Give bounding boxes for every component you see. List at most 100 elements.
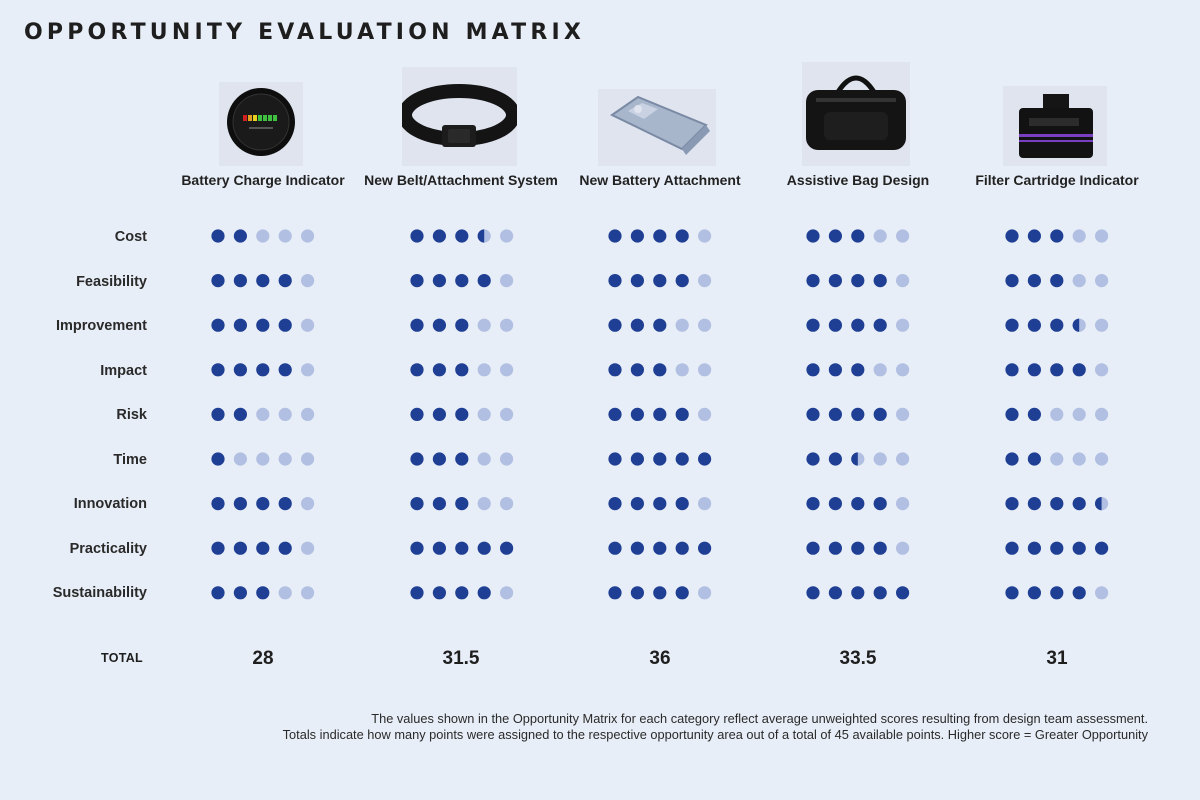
score-dot-battery-charge-indicator-cost-4-empty <box>278 229 292 243</box>
page-title: OPPORTUNITY EVALUATION MATRIX <box>24 20 586 45</box>
score-dot-assistive-bag-design-sustainability-1-filled <box>806 586 820 600</box>
score-dot-assistive-bag-design-time-1-filled <box>806 452 820 466</box>
score-dot-assistive-bag-design-impact-2-filled <box>828 363 843 377</box>
score-dot-filter-cartridge-indicator-risk-3-empty <box>1050 407 1064 421</box>
score-dot-assistive-bag-design-time-5-empty <box>896 452 910 466</box>
battery-gauge-icon <box>219 82 303 166</box>
score-dot-battery-charge-indicator-risk-4-empty <box>278 407 292 421</box>
score-dot-new-battery-attachment-feasibility-2-filled <box>630 274 645 288</box>
score-dot-assistive-bag-design-feasibility-1-filled <box>806 274 820 288</box>
score-dot-battery-charge-indicator-improvement-2-filled <box>233 318 247 332</box>
score-dot-new-belt-attachment-system-feasibility-2-filled <box>432 274 446 288</box>
score-dot-new-belt-attachment-system-practicality-3-filled <box>455 541 469 555</box>
score-dot-filter-cartridge-indicator-improvement-4-half-fill <box>1072 318 1080 332</box>
score-dot-filter-cartridge-indicator-innovation-5-half-fill <box>1095 497 1102 511</box>
score-dot-battery-charge-indicator-impact-4-filled <box>278 363 292 377</box>
score-dot-new-belt-attachment-system-improvement-1-filled <box>410 318 424 332</box>
score-dot-assistive-bag-design-risk-3-filled <box>851 407 865 421</box>
score-dot-filter-cartridge-indicator-feasibility-5-empty <box>1095 274 1109 288</box>
score-dot-battery-charge-indicator-sustainability-1-filled <box>211 586 225 600</box>
duffel-bag-icon <box>802 62 910 166</box>
score-dot-new-battery-attachment-innovation-4-filled <box>675 497 689 511</box>
score-dot-new-battery-attachment-sustainability-3-filled <box>653 586 667 600</box>
score-dot-new-belt-attachment-system-sustainability-4-filled <box>477 586 491 600</box>
score-dot-assistive-bag-design-innovation-2-filled <box>828 497 843 511</box>
score-dot-new-battery-attachment-cost-4-filled <box>675 229 689 243</box>
score-dot-battery-charge-indicator-time-4-empty <box>278 452 292 466</box>
score-dot-battery-charge-indicator-sustainability-4-empty <box>278 586 292 600</box>
column-label-new-belt-attachment-system: New Belt/Attachment System <box>364 172 558 188</box>
score-dot-assistive-bag-design-improvement-4-filled <box>873 318 887 332</box>
score-dot-battery-charge-indicator-sustainability-5-empty <box>301 586 315 600</box>
score-dot-battery-charge-indicator-practicality-2-filled <box>233 541 247 555</box>
score-dot-battery-charge-indicator-risk-2-filled <box>233 407 247 421</box>
score-dot-new-battery-attachment-time-5-filled <box>698 452 712 466</box>
total-value-new-battery-attachment: 36 <box>649 648 671 669</box>
score-dot-filter-cartridge-indicator-cost-5-empty <box>1095 229 1109 243</box>
score-dot-assistive-bag-design-practicality-2-filled <box>828 541 843 555</box>
score-dot-assistive-bag-design-cost-5-empty <box>896 229 910 243</box>
score-column-new-battery-attachment <box>608 229 712 600</box>
score-dot-battery-charge-indicator-cost-5-empty <box>301 229 315 243</box>
total-label: TOTAL <box>100 651 143 665</box>
row-label-feasibility: Feasibility <box>76 274 147 290</box>
score-dot-assistive-bag-design-cost-4-empty <box>873 229 887 243</box>
score-dot-filter-cartridge-indicator-time-4-empty <box>1072 452 1086 466</box>
score-dot-filter-cartridge-indicator-time-3-empty <box>1050 452 1064 466</box>
score-dot-battery-charge-indicator-improvement-5-empty <box>301 318 315 332</box>
score-dot-assistive-bag-design-feasibility-2-filled <box>828 274 843 288</box>
score-dot-battery-charge-indicator-time-1-filled <box>211 452 225 466</box>
score-dot-filter-cartridge-indicator-risk-1-filled <box>1005 407 1019 421</box>
score-dot-filter-cartridge-indicator-sustainability-3-filled <box>1050 586 1064 600</box>
score-dot-battery-charge-indicator-practicality-1-filled <box>211 541 225 555</box>
score-dot-new-belt-attachment-system-improvement-4-empty <box>477 318 491 332</box>
score-dot-new-battery-attachment-innovation-3-filled <box>653 497 667 511</box>
score-dot-assistive-bag-design-practicality-1-filled <box>806 541 820 555</box>
score-dot-filter-cartridge-indicator-sustainability-2-filled <box>1027 586 1041 600</box>
score-dot-assistive-bag-design-cost-3-filled <box>851 229 865 243</box>
score-dot-new-battery-attachment-innovation-5-empty <box>698 497 712 511</box>
score-column-filter-cartridge-indicator <box>1005 229 1109 600</box>
score-dot-new-belt-attachment-system-impact-3-filled <box>455 363 469 377</box>
score-dot-assistive-bag-design-sustainability-4-filled <box>873 586 887 600</box>
score-dot-new-belt-attachment-system-practicality-1-filled <box>410 541 424 555</box>
score-dot-assistive-bag-design-practicality-4-filled <box>873 541 887 555</box>
score-dot-filter-cartridge-indicator-time-5-empty <box>1095 452 1109 466</box>
score-dot-filter-cartridge-indicator-feasibility-3-filled <box>1050 274 1064 288</box>
score-dot-filter-cartridge-indicator-improvement-4-half <box>1072 318 1086 332</box>
score-dot-filter-cartridge-indicator-sustainability-1-filled <box>1005 586 1019 600</box>
column-label-assistive-bag-design: Assistive Bag Design <box>786 172 930 188</box>
score-dot-new-belt-attachment-system-cost-1-filled <box>410 229 424 243</box>
score-dot-battery-charge-indicator-feasibility-1-filled <box>211 274 225 288</box>
score-dot-filter-cartridge-indicator-feasibility-4-empty <box>1072 274 1086 288</box>
score-dot-filter-cartridge-indicator-impact-1-filled <box>1005 363 1019 377</box>
score-dot-filter-cartridge-indicator-innovation-2-filled <box>1027 497 1041 511</box>
total-value-assistive-bag-design: 33.5 <box>839 648 877 669</box>
score-dot-filter-cartridge-indicator-practicality-1-filled <box>1005 541 1019 555</box>
score-dot-battery-charge-indicator-cost-3-empty <box>256 229 270 243</box>
score-dot-filter-cartridge-indicator-practicality-5-filled <box>1095 541 1109 555</box>
row-label-impact: Impact <box>100 363 147 379</box>
score-dot-battery-charge-indicator-sustainability-2-filled <box>233 586 247 600</box>
score-dot-new-battery-attachment-risk-4-filled <box>675 407 689 421</box>
score-dot-filter-cartridge-indicator-practicality-4-filled <box>1072 541 1086 555</box>
score-dot-filter-cartridge-indicator-innovation-1-filled <box>1005 497 1019 511</box>
score-dot-battery-charge-indicator-innovation-4-filled <box>278 497 292 511</box>
score-dot-new-battery-attachment-risk-5-empty <box>698 407 712 421</box>
score-dot-battery-charge-indicator-feasibility-4-filled <box>278 274 292 288</box>
score-dot-new-battery-attachment-practicality-4-filled <box>675 541 689 555</box>
score-dot-assistive-bag-design-innovation-1-filled <box>806 497 820 511</box>
row-label-sustainability: Sustainability <box>52 585 147 601</box>
score-dot-filter-cartridge-indicator-cost-4-empty <box>1072 229 1086 243</box>
score-dot-assistive-bag-design-time-3-half-fill <box>851 452 858 466</box>
score-dot-new-battery-attachment-practicality-1-filled <box>608 541 622 555</box>
total-value-battery-charge-indicator: 28 <box>252 648 274 669</box>
score-dot-new-battery-attachment-practicality-3-filled <box>653 541 667 555</box>
row-label-innovation: Innovation <box>73 496 147 512</box>
score-dot-new-belt-attachment-system-impact-4-empty <box>477 363 491 377</box>
score-dot-new-belt-attachment-system-time-1-filled <box>410 452 424 466</box>
score-dot-new-belt-attachment-system-practicality-4-filled <box>477 541 491 555</box>
score-dot-new-battery-attachment-risk-3-filled <box>653 407 667 421</box>
score-dot-filter-cartridge-indicator-innovation-4-filled <box>1072 497 1086 511</box>
